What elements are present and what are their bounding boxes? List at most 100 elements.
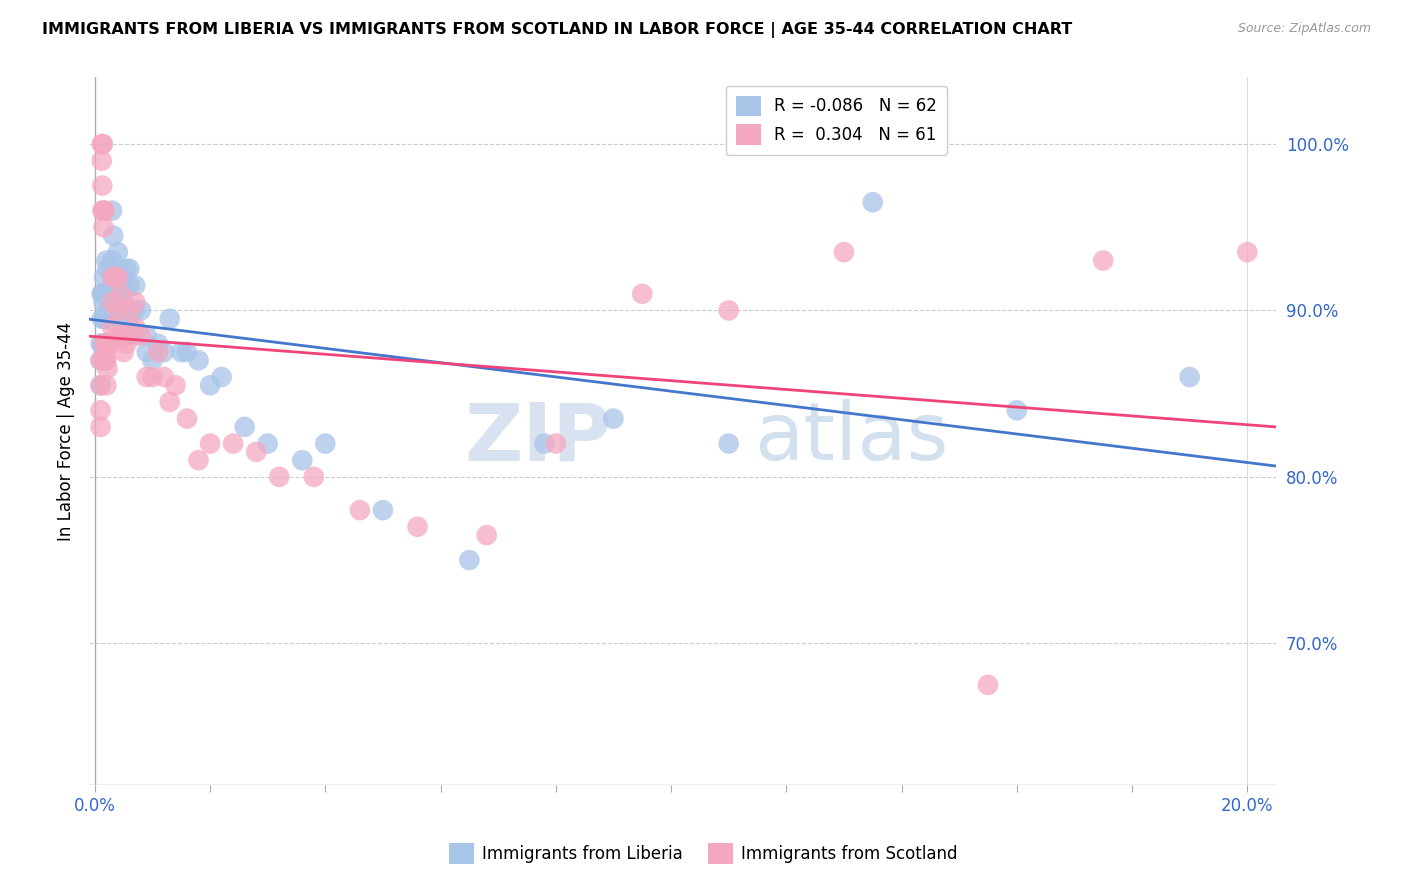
Point xyxy=(96,286,118,301)
Point xyxy=(101,278,124,293)
Point xyxy=(112,270,135,285)
Point xyxy=(533,436,555,450)
Point xyxy=(93,345,115,359)
Point xyxy=(124,278,146,293)
Y-axis label: In Labor Force | Age 35-44: In Labor Force | Age 35-44 xyxy=(58,321,75,541)
Point xyxy=(135,328,157,343)
Point xyxy=(129,328,152,343)
Point xyxy=(977,678,1000,692)
Point xyxy=(103,261,125,276)
Point xyxy=(90,403,112,417)
Point xyxy=(94,336,117,351)
Point xyxy=(90,286,112,301)
Point xyxy=(112,328,135,343)
Point xyxy=(187,353,209,368)
Text: ZIP: ZIP xyxy=(464,400,612,477)
Point xyxy=(101,253,124,268)
Point xyxy=(104,270,127,285)
Point xyxy=(90,353,112,368)
Point xyxy=(90,378,112,392)
Point xyxy=(96,353,118,368)
Point xyxy=(222,436,245,450)
Point xyxy=(96,336,118,351)
Point xyxy=(93,353,115,368)
Point xyxy=(93,220,115,235)
Point xyxy=(256,436,278,450)
Point xyxy=(91,178,114,193)
Point xyxy=(159,395,181,409)
Point xyxy=(107,286,129,301)
Point xyxy=(302,470,325,484)
Point xyxy=(124,303,146,318)
Point xyxy=(135,345,157,359)
Point xyxy=(107,328,129,343)
Point xyxy=(104,286,127,301)
Point xyxy=(96,253,118,268)
Point xyxy=(602,411,624,425)
Point xyxy=(93,336,115,351)
Point xyxy=(93,295,115,310)
Point xyxy=(90,353,112,368)
Point xyxy=(112,295,135,310)
Point xyxy=(103,228,125,243)
Point xyxy=(1236,245,1258,260)
Point xyxy=(93,203,115,218)
Text: Source: ZipAtlas.com: Source: ZipAtlas.com xyxy=(1237,22,1371,36)
Point xyxy=(107,270,129,285)
Point xyxy=(198,378,221,392)
Point xyxy=(118,303,141,318)
Point xyxy=(148,345,170,359)
Point xyxy=(101,303,124,318)
Point xyxy=(135,370,157,384)
Point xyxy=(91,286,114,301)
Point xyxy=(93,311,115,326)
Point xyxy=(176,345,198,359)
Text: atlas: atlas xyxy=(754,400,948,477)
Point xyxy=(96,378,118,392)
Point xyxy=(112,345,135,359)
Point xyxy=(115,261,138,276)
Legend: Immigrants from Liberia, Immigrants from Scotland: Immigrants from Liberia, Immigrants from… xyxy=(441,837,965,871)
Point xyxy=(101,336,124,351)
Point xyxy=(245,445,267,459)
Point xyxy=(1092,253,1115,268)
Point xyxy=(176,411,198,425)
Point xyxy=(118,278,141,293)
Point xyxy=(91,336,114,351)
Point xyxy=(94,336,117,351)
Point xyxy=(98,295,121,310)
Point xyxy=(96,261,118,276)
Point xyxy=(101,203,124,218)
Point xyxy=(153,345,176,359)
Point xyxy=(170,345,193,359)
Point xyxy=(124,320,146,334)
Point xyxy=(107,303,129,318)
Point xyxy=(233,420,256,434)
Point xyxy=(118,261,141,276)
Point xyxy=(187,453,209,467)
Point xyxy=(129,303,152,318)
Point xyxy=(101,320,124,334)
Point xyxy=(90,336,112,351)
Point xyxy=(165,378,187,392)
Point xyxy=(269,470,291,484)
Point xyxy=(291,453,314,467)
Point xyxy=(94,353,117,368)
Point xyxy=(148,336,170,351)
Point xyxy=(90,420,112,434)
Point xyxy=(475,528,498,542)
Point xyxy=(118,311,141,326)
Point xyxy=(91,136,114,151)
Point xyxy=(371,503,394,517)
Point xyxy=(141,353,163,368)
Point xyxy=(96,361,118,376)
Point xyxy=(211,370,233,384)
Point xyxy=(91,203,114,218)
Point xyxy=(159,311,181,326)
Point xyxy=(110,286,132,301)
Point xyxy=(124,295,146,310)
Point xyxy=(90,153,112,168)
Point xyxy=(96,311,118,326)
Point xyxy=(90,136,112,151)
Point xyxy=(93,336,115,351)
